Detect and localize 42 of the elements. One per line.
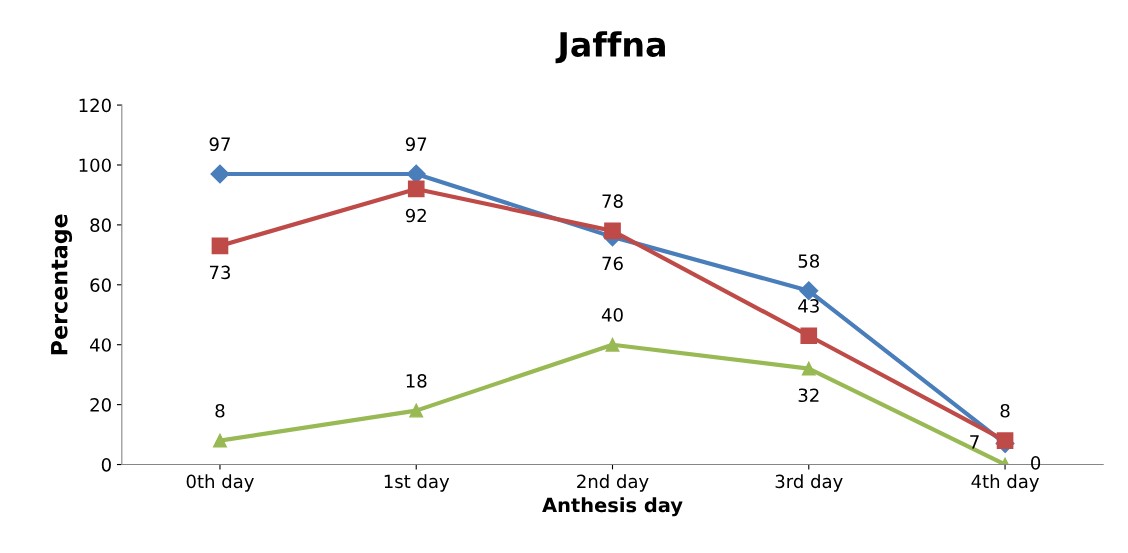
- y-tick-label: 120: [79, 98, 111, 113]
- point: [799, 281, 819, 301]
- point: [407, 180, 425, 198]
- point: [996, 432, 1014, 449]
- data-label: 43: [798, 299, 819, 313]
- point: [211, 237, 229, 255]
- data-label: 40: [601, 308, 623, 322]
- point: [605, 337, 620, 352]
- data-label: 78: [602, 194, 623, 208]
- data-label: 8: [1000, 403, 1010, 418]
- y-tick-label: 20: [90, 398, 111, 412]
- y-tick-label: 80: [90, 218, 111, 232]
- y-tick-label: 0: [101, 457, 111, 472]
- x-tick-label: 0th day: [186, 474, 254, 492]
- y-axis-title: Percentage: [51, 214, 73, 355]
- data-label: 97: [405, 137, 427, 152]
- chart-title: Jaffna: [555, 31, 665, 64]
- data-label: 58: [798, 254, 820, 268]
- data-label: 92: [405, 208, 426, 223]
- data-label: 8: [215, 403, 225, 418]
- data-label: 32: [798, 388, 819, 403]
- y-tick-label: 60: [90, 278, 111, 292]
- point: [213, 433, 227, 448]
- point: [406, 164, 426, 184]
- point: [604, 222, 621, 240]
- x-tick-label: 3rd day: [775, 474, 843, 492]
- data-label: 76: [602, 256, 623, 271]
- x-tick-label: 1st day: [384, 474, 450, 492]
- data-label: 0: [1031, 456, 1041, 470]
- y-tick-label: 40: [90, 338, 111, 352]
- x-axis-title: Anthesis day: [542, 497, 683, 517]
- point: [801, 361, 816, 376]
- x-tick-label: 2nd day: [577, 474, 649, 492]
- point: [210, 164, 230, 184]
- data-label: 73: [209, 265, 230, 280]
- point: [800, 327, 818, 345]
- point: [409, 403, 424, 418]
- data-label: 18: [406, 374, 427, 388]
- data-label: 7: [970, 435, 979, 449]
- x-tick-label: 4th day: [971, 474, 1039, 492]
- y-tick-label: 100: [79, 158, 111, 173]
- data-label: 97: [209, 137, 230, 152]
